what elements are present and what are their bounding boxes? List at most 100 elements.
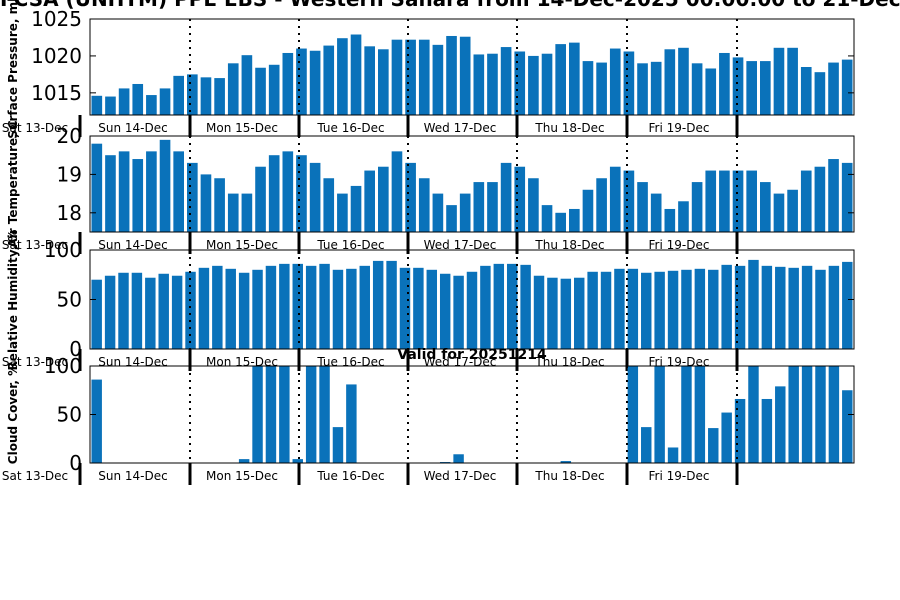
y-tick-label: 50 [57,288,82,312]
bar [238,459,250,463]
bar [800,67,812,115]
x-tick-label: Wed 17-Dec [424,469,497,483]
bar [719,170,730,232]
bar [623,51,635,115]
bar [296,155,307,232]
bar [255,166,266,232]
bar [466,271,478,349]
bar [346,268,357,349]
x-tick-label: Sat 13-Dec [2,355,68,369]
y-tick-label: 19 [57,162,82,186]
bar [734,265,746,349]
bar [323,45,335,115]
bar [623,170,635,232]
bar [788,366,799,463]
bar [547,277,558,349]
x-tick-label: Tue 16-Dec [316,238,384,252]
y-axis-label: Cloud Cover, % [6,364,20,464]
x-tick-label: Fri 19-Dec [649,469,710,483]
bar [372,260,384,349]
bar [432,193,444,232]
bar [815,269,826,349]
bar [268,64,280,115]
bar [719,52,730,115]
bar [305,366,317,463]
bar [814,166,826,232]
bar [555,212,566,232]
bar [732,170,744,232]
bar [787,47,798,115]
bar [350,34,362,116]
bar [268,155,280,232]
bar [171,275,183,349]
bar [378,49,389,115]
chart-panels: 1015 1020 1025 Sat 13-Dec Sun 14-Dec Mon 15-D… [2,0,855,485]
bar [200,174,212,232]
bar [667,270,679,349]
bar [609,48,621,115]
bar [650,61,662,115]
bar [439,273,451,349]
bar [225,268,236,349]
x-tick-label: Sat 13-Dec [2,121,68,135]
bar [265,366,277,463]
bar [292,459,303,463]
y-tick-label: 100 [44,354,82,378]
bar [560,278,572,349]
bar [582,61,594,115]
bar [282,52,294,115]
bar [386,260,397,349]
bar [159,139,171,232]
bar [118,272,129,349]
bar [760,182,771,232]
x-tick-label: Fri 19-Dec [649,238,710,252]
bar [667,447,679,463]
bar [761,265,773,349]
bar [305,265,317,349]
bar [198,267,210,349]
x-tick-label: Sun 14-Dec [98,355,167,369]
x-tick-label: Tue 16-Dec [316,469,384,483]
bar [569,208,580,232]
bar [681,366,692,463]
bar [91,279,102,349]
x-tick-label: Mon 15-Dec [206,121,278,135]
bar [252,269,263,349]
panel-title: Valid for 20251214 [397,347,547,363]
y-axis-label: Surface Pressure, mb [6,0,20,139]
bar [187,74,198,115]
bar [541,205,553,232]
bar [708,428,719,463]
bar [131,272,143,349]
bar [309,50,321,115]
x-tick-label: Thu 18-Dec [534,469,604,483]
bar [405,39,416,115]
x-tick-label: Sat 13-Dec [2,469,68,483]
bar [528,55,539,115]
bar [732,57,744,115]
bar [694,268,706,349]
bar [641,427,652,463]
bar [746,170,757,232]
bar [678,201,689,232]
bar [480,265,491,349]
bar [641,272,652,349]
y-tick-label: 100 [44,238,82,262]
bar [173,75,184,115]
bar [801,366,813,463]
bar [332,427,344,463]
bar [146,95,157,115]
bar [346,384,357,463]
y-axis-label: Air Temperature, C [6,120,20,248]
bar [132,159,144,232]
bar [746,61,757,115]
bar [173,151,184,232]
bar [514,51,526,115]
bar [453,454,464,463]
bar [587,271,598,349]
bar [158,273,169,349]
bar [227,193,239,232]
bar [446,205,457,232]
bar [678,47,689,115]
